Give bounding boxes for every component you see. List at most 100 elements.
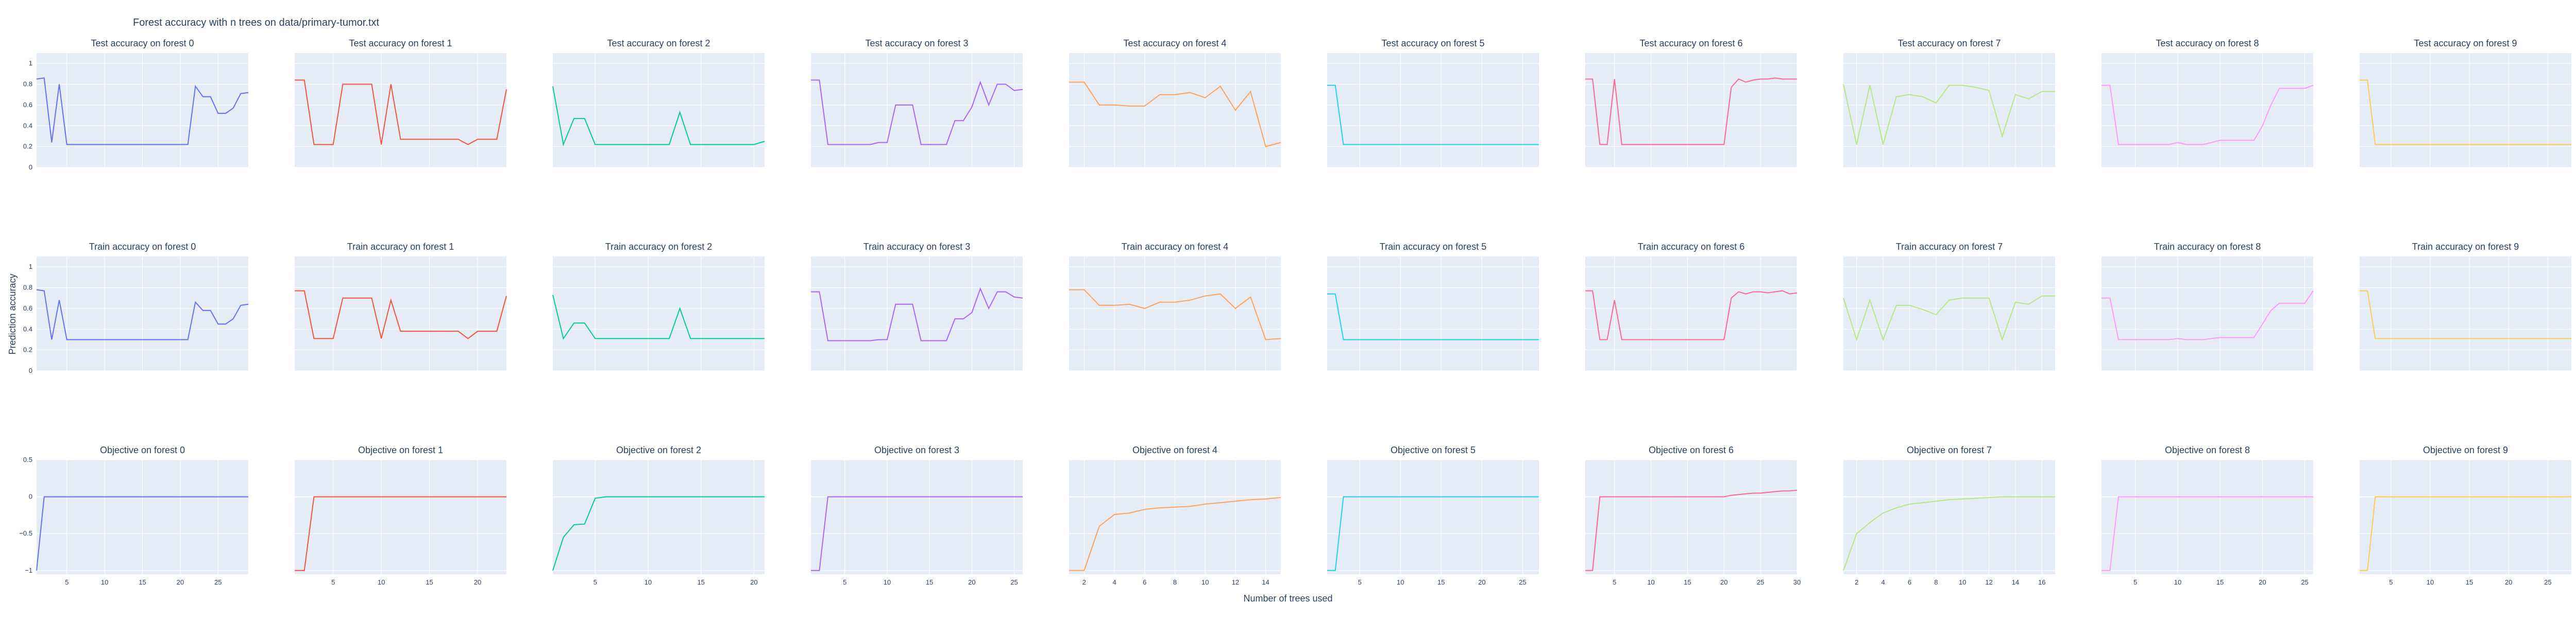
x-tick-label: 5 [1358, 578, 1362, 586]
plot-background [2360, 460, 2571, 574]
x-tick-label: 10 [1397, 578, 1404, 586]
x-tick-label: 4 [1881, 578, 1885, 586]
y-tick-label: 1 [29, 59, 32, 67]
x-tick-label: 20 [177, 578, 184, 586]
x-tick-label: 5 [843, 578, 846, 586]
x-tick-label: 30 [1793, 578, 1801, 586]
subplot-title: Train accuracy on forest 2 [605, 242, 712, 252]
y-tick-label: −0.5 [19, 529, 32, 537]
x-tick-label: 15 [697, 578, 704, 586]
x-tick-label: 15 [926, 578, 933, 586]
subplot-title: Objective on forest 0 [100, 445, 185, 455]
y-tick-label: 0.5 [23, 456, 32, 464]
subplot-title: Objective on forest 5 [1391, 445, 1476, 455]
y-tick-label: −1 [25, 566, 32, 574]
series-line-forest-6 [1585, 290, 1798, 340]
subplot-test-4: Test accuracy on forest 4 [1069, 38, 1281, 168]
subplot-title: Objective on forest 7 [1907, 445, 1992, 455]
subplot-title: Objective on forest 6 [1649, 445, 1734, 455]
series-line-forest-7 [1843, 295, 2055, 341]
subplot-train-7: Train accuracy on forest 7 [1843, 242, 2055, 371]
subplot-title: Train accuracy on forest 4 [1122, 242, 1228, 252]
series-line-forest-4 [1069, 81, 1281, 147]
series-line-forest-2 [552, 86, 765, 147]
x-tick-label: 25 [1010, 578, 1018, 586]
x-tick-label: 5 [2389, 578, 2393, 586]
subplot-title: Objective on forest 2 [616, 445, 701, 455]
subplot-objective-9: 5 10 15 20 25 Objective on forest 9 [2360, 445, 2571, 586]
x-tick-label: 15 [139, 578, 146, 586]
subplot-title: Train accuracy on forest 3 [863, 242, 970, 252]
subplot-title: Objective on forest 1 [358, 445, 443, 455]
subplot-test-7: Test accuracy on forest 7 [1843, 38, 2055, 168]
plot-background [1585, 460, 1797, 574]
subplot-objective-2: 5 10 15 20 Objective on forest 2 [552, 445, 765, 586]
plot-background [1327, 53, 1539, 167]
y-tick-label: 0.2 [23, 143, 32, 150]
x-tick-label: 15 [1684, 578, 1691, 586]
series-line-forest-0 [36, 496, 248, 571]
series-line-forest-1 [295, 290, 507, 339]
x-tick-label: 5 [594, 578, 597, 586]
x-tick-label: 20 [2505, 578, 2512, 586]
subplot-title: Test accuracy on forest 0 [91, 38, 194, 48]
subplot-train-2: Train accuracy on forest 2 [552, 242, 765, 371]
plot-background [295, 256, 506, 371]
plot-background [811, 460, 1023, 574]
x-tick-label: 25 [1757, 578, 1764, 586]
subplot-test-2: Test accuracy on forest 2 [552, 38, 765, 168]
series-line-forest-3 [811, 496, 1023, 571]
series-line-forest-1 [295, 79, 507, 145]
x-tick-label: 25 [2544, 578, 2551, 586]
subplot-title: Test accuracy on forest 5 [1381, 38, 1484, 48]
plot-background [553, 256, 765, 371]
plot-background [553, 53, 765, 167]
x-tick-label: 10 [101, 578, 108, 586]
series-line-forest-5 [1327, 84, 1539, 145]
subplot-title: Train accuracy on forest 6 [1638, 242, 1744, 252]
x-tick-label: 10 [378, 578, 385, 586]
series-line-forest-8 [2102, 84, 2314, 145]
x-tick-label: 10 [2427, 578, 2434, 586]
x-tick-label: 12 [1232, 578, 1239, 586]
y-tick-label: 0.4 [23, 122, 32, 129]
subplot-objective-5: 5 10 15 20 25 Objective on forest 5 [1327, 445, 1539, 586]
x-tick-label: 2 [1855, 578, 1858, 586]
x-axis-title: Number of trees used [1243, 593, 1332, 604]
series-line-forest-4 [1069, 289, 1281, 340]
plot-background [295, 53, 506, 167]
x-tick-label: 10 [1201, 578, 1209, 586]
plot-background [1585, 256, 1797, 371]
series-line-forest-9 [2360, 496, 2571, 571]
series-line-forest-3 [811, 287, 1023, 341]
x-tick-label: 20 [1478, 578, 1485, 586]
y-tick-label: 0 [29, 493, 32, 501]
plot-background [811, 256, 1023, 371]
series-line-forest-0 [36, 77, 249, 145]
y-tick-label: 0.8 [23, 284, 32, 291]
subplot-train-4: Train accuracy on forest 4 [1069, 242, 1281, 371]
x-tick-label: 16 [2038, 578, 2045, 586]
plot-background [1585, 53, 1797, 167]
subplot-title: Train accuracy on forest 5 [1380, 242, 1486, 252]
plot-background [811, 53, 1023, 167]
subplot-grid: 0 0.2 0.4 0.6 0.8 1 Test accuracy on forest 0 T… [19, 38, 2571, 586]
subplot-title: Objective on forest 3 [874, 445, 959, 455]
plot-background [1327, 256, 1539, 371]
subplot-test-3: Test accuracy on forest 3 [811, 38, 1023, 168]
x-tick-label: 10 [1959, 578, 1966, 586]
series-line-forest-9 [2360, 290, 2571, 339]
x-tick-label: 5 [1613, 578, 1616, 586]
subplot-objective-4: 2 4 6 8 10 12 14 Objective on forest 4 [1069, 445, 1281, 586]
subplot-objective-3: 5 10 15 20 25 Objective on forest 3 [811, 445, 1023, 586]
x-tick-label: 20 [2259, 578, 2266, 586]
figure-title: Forest accuracy with n trees on data/pri… [133, 17, 379, 28]
plot-background [1327, 460, 1539, 574]
subplot-title: Train accuracy on forest 7 [1896, 242, 2003, 252]
y-tick-label: 1 [29, 263, 32, 270]
subplot-objective-7: 2 4 6 8 10 12 14 16 Objective on forest 7 [1843, 445, 2055, 586]
subplot-title: Test accuracy on forest 3 [865, 38, 968, 48]
x-tick-label: 20 [474, 578, 481, 586]
subplot-objective-6: 5 10 15 20 25 30 Objective on forest 6 [1585, 445, 1801, 586]
